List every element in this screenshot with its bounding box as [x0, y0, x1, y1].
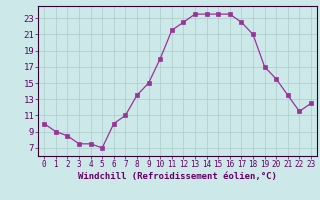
X-axis label: Windchill (Refroidissement éolien,°C): Windchill (Refroidissement éolien,°C) [78, 172, 277, 181]
